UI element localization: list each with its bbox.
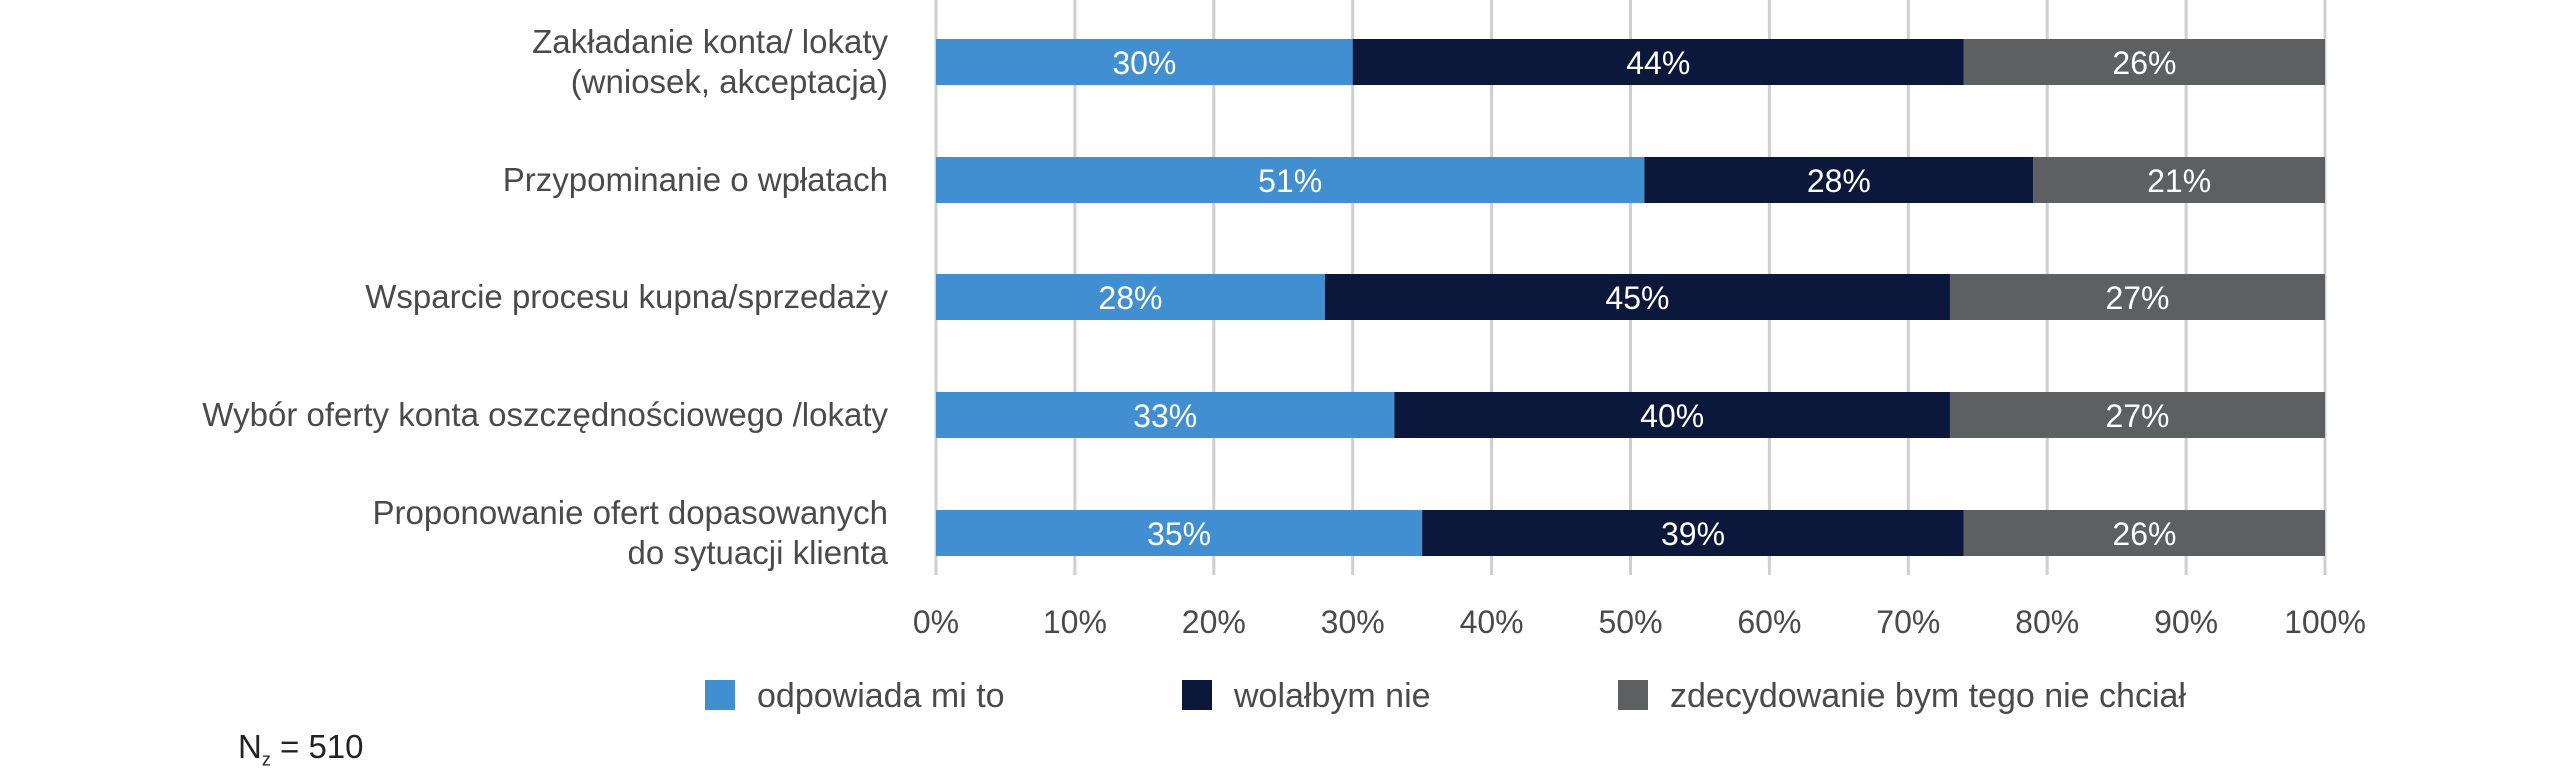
data-label: 51% <box>1258 163 1322 199</box>
category-label: do sytuacji klienta <box>628 534 889 571</box>
data-label: 26% <box>2112 516 2176 552</box>
bar-segment <box>1422 510 1964 556</box>
data-label: 26% <box>2112 45 2176 81</box>
category-label: Przypominanie o wpłatach <box>503 161 888 198</box>
data-label: 30% <box>1112 45 1176 81</box>
category-labels: Zakładanie konta/ lokaty(wniosek, akcept… <box>202 23 888 571</box>
note-subscript: z <box>261 749 271 770</box>
data-label: 27% <box>2105 280 2169 316</box>
data-label: 35% <box>1147 516 1211 552</box>
bar-segment <box>2033 157 2325 203</box>
x-tick-label: 60% <box>1737 604 1801 640</box>
note-base: N <box>238 728 262 765</box>
bar-segment <box>1963 39 2325 85</box>
data-label: 33% <box>1133 398 1197 434</box>
bar-segment <box>1949 392 2325 438</box>
data-label: 28% <box>1098 280 1162 316</box>
bars: 30% 44% 26% 51% 28% 21% 28% 45% 27% 33% 40% 27% 35% 3… <box>936 39 2325 556</box>
x-tick-label: 30% <box>1321 604 1385 640</box>
legend: odpowiada mi to wolałbym nie zdecydowanie … <box>705 677 2186 715</box>
data-label: 40% <box>1640 398 1704 434</box>
bar-segment <box>1949 274 2325 320</box>
data-label: 28% <box>1807 163 1871 199</box>
category-label: Wsparcie procesu kupna/sprzedaży <box>365 278 888 315</box>
x-tick-label: 50% <box>1598 604 1662 640</box>
legend-label: wolałbym nie <box>1233 677 1431 715</box>
x-tick-label: 10% <box>1043 604 1107 640</box>
data-label: 39% <box>1661 516 1725 552</box>
data-label: 21% <box>2147 163 2211 199</box>
bar-segment <box>936 39 1353 85</box>
x-tick-label: 100% <box>2284 604 2366 640</box>
note-value: = 510 <box>270 728 364 765</box>
category-label: Wybór oferty konta oszczędnościowego /lo… <box>202 396 888 433</box>
category-label: Zakładanie konta/ lokaty <box>532 23 888 60</box>
x-tick-label: 20% <box>1182 604 1246 640</box>
data-label: 45% <box>1605 280 1669 316</box>
sample-size-note: Nz = 510 <box>238 728 364 771</box>
bar-segment <box>936 157 1645 203</box>
legend-swatch <box>1182 680 1212 710</box>
legend-label: odpowiada mi to <box>757 677 1005 715</box>
category-label: Proponowanie ofert dopasowanych <box>372 494 888 531</box>
x-tick-label: 0% <box>913 604 959 640</box>
x-axis-ticks: 0% 10% 20% 30% 40% 50% 60% 70% 80% 90% 100% <box>913 604 2366 640</box>
bar-segment <box>936 510 1423 556</box>
bar-segment <box>1394 392 1950 438</box>
x-tick-label: 70% <box>1876 604 1940 640</box>
bar-segment <box>936 392 1395 438</box>
bar-segment <box>936 274 1325 320</box>
legend-swatch <box>1618 680 1648 710</box>
legend-swatch <box>705 680 735 710</box>
data-label: 27% <box>2105 398 2169 434</box>
data-label: 44% <box>1626 45 1690 81</box>
x-tick-label: 40% <box>1460 604 1524 640</box>
bar-segment <box>1352 39 1964 85</box>
x-tick-label: 80% <box>2015 604 2079 640</box>
bar-segment <box>1963 510 2325 556</box>
legend-label: zdecydowanie bym tego nie chciał <box>1670 677 2186 715</box>
bar-segment <box>1324 274 1950 320</box>
x-tick-label: 90% <box>2154 604 2218 640</box>
bar-segment <box>1644 157 2034 203</box>
category-label: (wniosek, akceptacja) <box>571 63 888 100</box>
